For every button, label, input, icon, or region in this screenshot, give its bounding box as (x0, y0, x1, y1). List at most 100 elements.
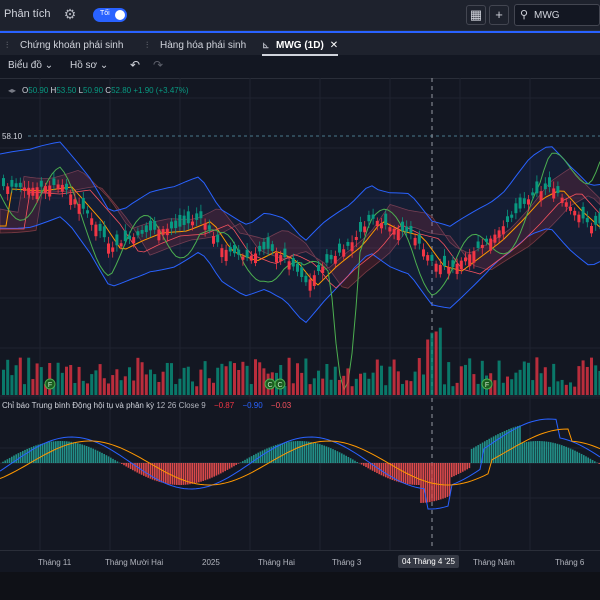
tab-mwg[interactable]: ⊾ MWG (1D) ✕ (262, 36, 339, 56)
grid-layout-icon[interactable]: ▦ (466, 5, 486, 25)
volume-bar (598, 370, 600, 395)
volume-bar (590, 357, 593, 395)
macd-histogram-bar (283, 442, 286, 463)
candle-body (266, 237, 270, 249)
profile-menu[interactable]: Hồ sơ ⌄ (70, 60, 108, 71)
volume-bar (531, 380, 535, 395)
search-input[interactable] (534, 7, 596, 23)
candle-body (153, 220, 157, 230)
volume-bar (262, 368, 266, 395)
candle-body (291, 258, 295, 267)
macd-histogram-bar (79, 443, 81, 463)
tab-derivatives[interactable]: ⫶ Chứng khoán phái sinh (6, 36, 123, 54)
macd-histogram-bar (501, 431, 504, 463)
event-marker-circle (44, 378, 56, 390)
macd-histogram-bar (149, 463, 152, 479)
chart-menu[interactable]: Biểu đồ ⌄ (8, 60, 53, 71)
macd-histogram-bar (303, 441, 306, 463)
candle-body (392, 228, 396, 235)
candle-body (144, 225, 148, 233)
theme-toggle[interactable]: Tối (93, 8, 127, 22)
macd-histogram-bar (587, 457, 589, 463)
macd-histogram-bar (250, 456, 253, 463)
volume-bar (27, 357, 31, 395)
macd-histogram-bar (264, 449, 266, 463)
volume-bar (396, 371, 400, 395)
candle-body (14, 183, 18, 187)
volume-bar (237, 370, 241, 395)
macd-histogram-bar (272, 445, 275, 463)
volume-bar (384, 385, 388, 395)
volume-bar (199, 369, 203, 395)
add-icon[interactable]: + (489, 5, 509, 25)
macd-histogram-bar (226, 463, 229, 470)
macd-histogram-bar (41, 443, 44, 463)
candle-body (2, 178, 5, 187)
volume-bar (296, 363, 299, 395)
candle-body (594, 215, 598, 225)
close-icon[interactable]: ✕ (329, 40, 339, 51)
macd-histogram-bar (233, 463, 235, 467)
candle-body (426, 255, 430, 261)
macd-histogram-bar (299, 441, 301, 463)
candle-body (31, 187, 35, 196)
volume-bar (548, 386, 551, 395)
candle-body (119, 243, 123, 247)
macd-histogram-bar (33, 446, 35, 463)
volume-bar (342, 375, 346, 395)
macd-histogram-bar (495, 435, 497, 463)
volume-bar (52, 383, 56, 395)
macd-histogram-bar (68, 441, 70, 463)
candle-body (102, 226, 106, 238)
undo-icon[interactable]: ↶ (130, 58, 141, 72)
volume-bar (392, 359, 396, 395)
volume-bar (6, 359, 10, 395)
macd-histogram-bar (279, 443, 281, 463)
candle-body (81, 197, 85, 209)
tab-commodities[interactable]: ⫶ Hàng hóa phái sinh (146, 36, 246, 54)
volume-bar (325, 363, 329, 395)
volume-bar (535, 357, 539, 395)
candle-body (44, 186, 47, 193)
candle-body (514, 203, 518, 214)
candle-body (367, 214, 371, 222)
macd-histogram-bar (59, 441, 61, 463)
macd-hist-value: −0.87 (213, 401, 235, 410)
candle-body (174, 220, 178, 229)
macd-histogram-bar (39, 444, 42, 463)
redo-icon[interactable]: ↷ (153, 58, 164, 72)
symbol-search[interactable]: ⚲ (514, 4, 600, 26)
candle-body (254, 253, 257, 264)
macd-histogram-bar (189, 463, 191, 485)
candle-body (388, 227, 392, 232)
candle-body (207, 225, 211, 230)
volume-bar (69, 365, 73, 395)
candle-body (258, 245, 262, 252)
volume-bar (144, 374, 148, 395)
volume-bar (375, 359, 379, 395)
macd-histogram-bar (297, 441, 299, 463)
macd-histogram-bar (470, 448, 473, 463)
macd-histogram-bar (266, 448, 268, 463)
event-marker-label: F (485, 382, 489, 389)
volume-bar (212, 382, 215, 395)
candle-body (401, 221, 404, 231)
macd-histogram-bar (464, 463, 466, 471)
macd-histogram-bar (213, 463, 215, 477)
candle-body (60, 184, 64, 192)
macd-histogram-bar (528, 441, 530, 463)
macd-histogram-bar (173, 463, 176, 485)
macd-histogram-bar (382, 463, 385, 477)
gear-icon[interactable]: ⚙ (63, 6, 77, 22)
macd-histogram-bar (26, 448, 28, 463)
volume-bar (569, 382, 572, 395)
macd-histogram-bar (246, 458, 248, 463)
collapse-icon[interactable]: ◂▸ (8, 86, 17, 95)
macd-histogram-bar (292, 441, 295, 463)
macd-histogram-bar (209, 463, 211, 479)
macd-histogram-bar (347, 456, 350, 463)
macd-histogram-bar (217, 463, 220, 475)
macd-histogram-bar (83, 445, 86, 463)
volume-bar (123, 376, 127, 395)
